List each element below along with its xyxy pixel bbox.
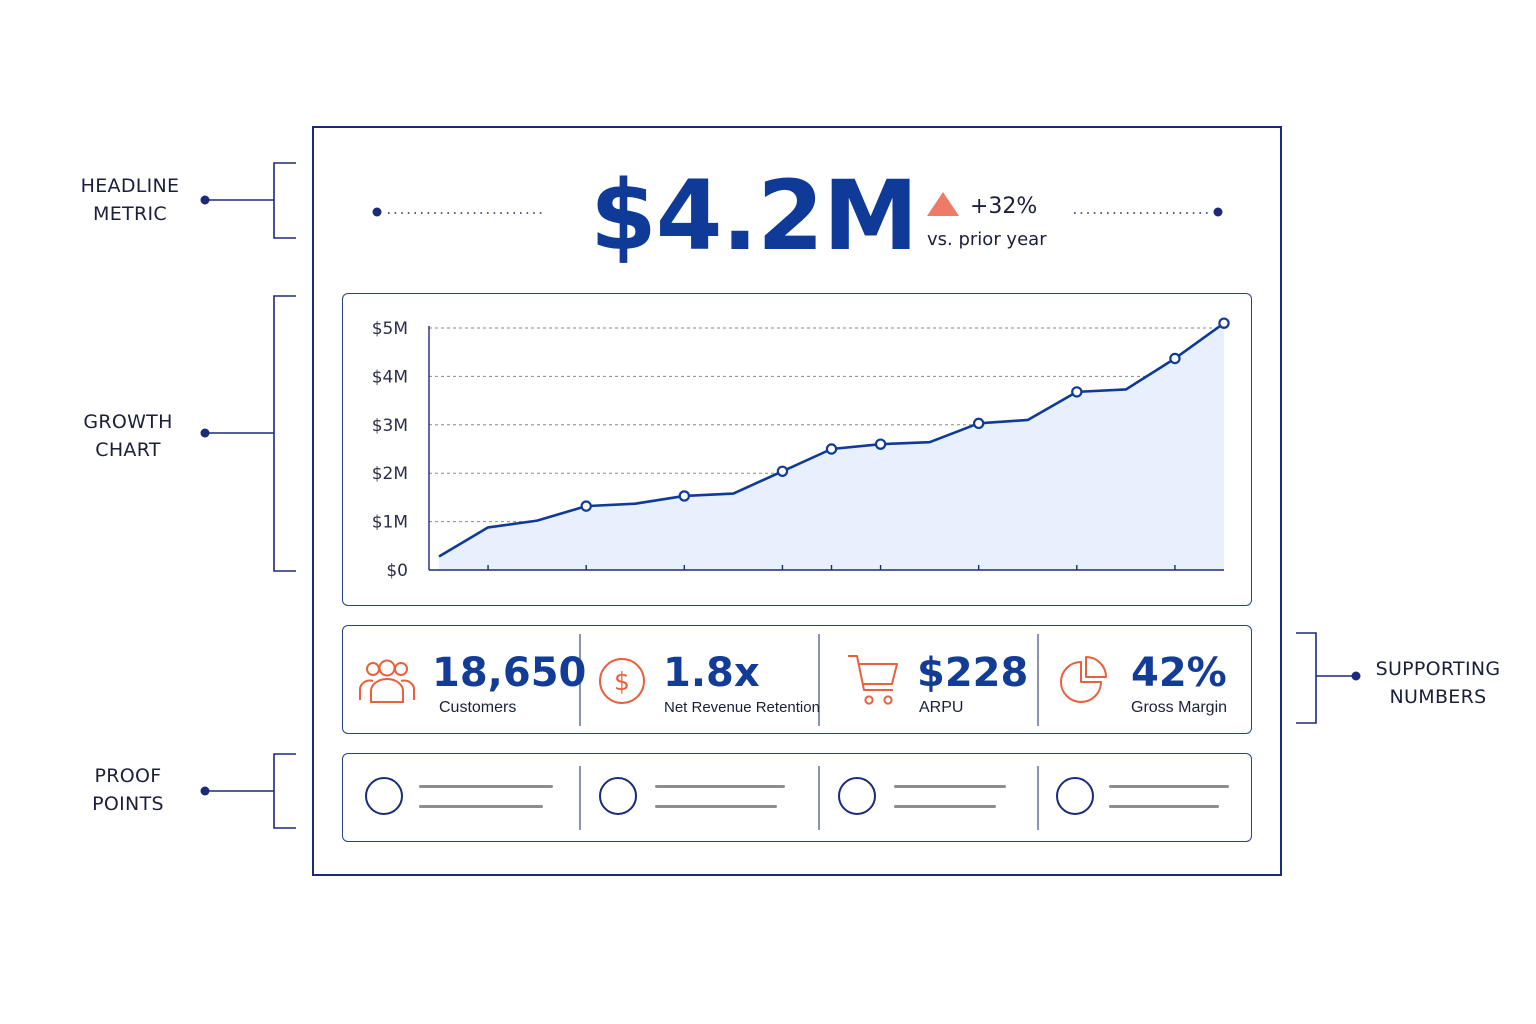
chart-data-point (825, 443, 838, 455)
shopping-cart-icon (848, 655, 898, 705)
chart-y-tick-label: $4M (372, 367, 408, 387)
proof-point-avatar-placeholder (1056, 777, 1094, 815)
proof-point-text-placeholder (1109, 805, 1219, 808)
dotted-rule-left-dot (372, 207, 382, 217)
stat-divider (818, 634, 820, 726)
stat-arpu-label: ARPU (919, 699, 964, 716)
dotted-rule-right-dot (1213, 207, 1223, 217)
proof-divider (1037, 766, 1039, 830)
stat-nrr-label: Net Revenue Retention (664, 699, 820, 716)
proof-divider (579, 766, 581, 830)
headline-metric-value: $4.2M (590, 160, 918, 272)
svg-text:$: $ (614, 667, 630, 696)
stat-nrr-value: 1.8x (663, 650, 760, 696)
proof-point-text-placeholder (894, 785, 1006, 788)
chart-data-point (678, 490, 691, 502)
dollar-circle-icon: $ (599, 658, 645, 704)
chart-data-point (1218, 317, 1230, 329)
chart-data-point (1071, 386, 1083, 398)
pie-chart-icon (1060, 656, 1107, 703)
stat-divider (1037, 634, 1039, 726)
chart-y-tick-label: $1M (372, 513, 408, 533)
connector-dot-headline (200, 195, 210, 205)
chart-y-tick-label: $5M (372, 319, 408, 339)
stat-divider (579, 634, 581, 726)
connector-dot-growth (200, 428, 210, 438)
chart-data-point (1169, 352, 1181, 365)
annotation-supporting-numbers: SUPPORTING NUMBERS (1375, 658, 1501, 708)
headline-delta: +32% (970, 194, 1038, 219)
stat-customers-value: 18,650 (432, 650, 587, 696)
people-icon (359, 659, 415, 703)
chart-y-tick-label: $0 (386, 561, 408, 581)
proof-point-avatar-placeholder (838, 777, 876, 815)
growth-chart: $0 $1M $2M $3M $4M $5M (372, 317, 1230, 581)
delta-up-arrow-icon (927, 192, 959, 216)
proof-point-text-placeholder (894, 805, 996, 808)
stat-customers-label: Customers (439, 699, 517, 716)
annotation-proof-points: PROOF POINTS (92, 765, 164, 815)
proof-point-text-placeholder (419, 785, 553, 788)
headline-delta-caption: vs. prior year (927, 229, 1047, 250)
chart-y-tick-label: $2M (372, 464, 408, 484)
chart-y-tick-label: $3M (372, 416, 408, 436)
stat-arpu-value: $228 (917, 650, 1029, 696)
chart-data-point (972, 417, 985, 430)
proof-point-text-placeholder (655, 805, 777, 808)
proof-point-avatar-placeholder (599, 777, 637, 815)
annotation-headline-metric: HEADLINE METRIC (80, 175, 180, 225)
bracket-supporting (1296, 632, 1317, 724)
stat-gross-margin-value: 42% (1131, 650, 1227, 696)
chart-data-point (580, 500, 592, 512)
chart-data-point (776, 465, 789, 477)
chart-area-fill (439, 323, 1224, 570)
connector-dot-proof (200, 786, 210, 796)
annotation-growth-chart: GROWTH CHART (83, 411, 173, 461)
dashboard-frame (312, 126, 1282, 876)
connector-dot-supporting (1351, 671, 1361, 681)
supporting-numbers-panel: 18,650 Customers $ 1.8x Net Revenue Rete… (342, 625, 1252, 734)
stat-gross-margin-label: Gross Margin (1131, 699, 1228, 716)
proof-point-avatar-placeholder (365, 777, 403, 815)
proof-point-text-placeholder (419, 805, 543, 808)
proof-divider (818, 766, 820, 830)
proof-point-text-placeholder (655, 785, 785, 788)
proof-points-panel (342, 753, 1252, 842)
chart-data-point (874, 438, 887, 450)
proof-point-text-placeholder (1109, 785, 1229, 788)
